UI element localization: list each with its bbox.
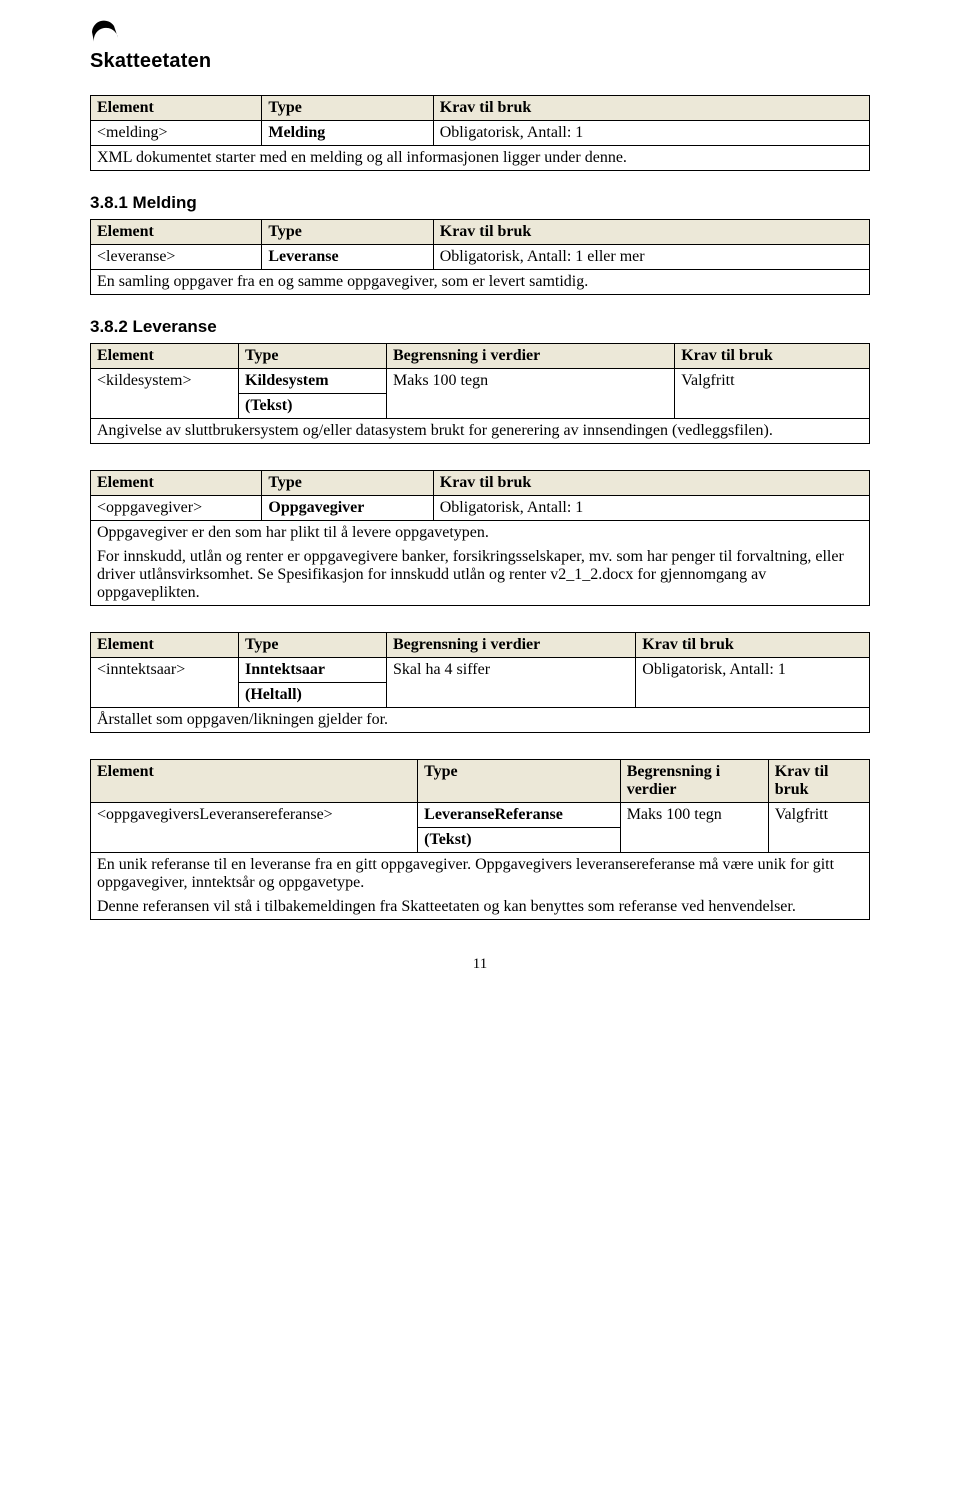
- table-row: <inntektsaar> Inntektsaar Skal ha 4 siff…: [91, 658, 870, 683]
- col-element: Element: [91, 220, 262, 245]
- col-begrensning: Begrensning i verdier: [387, 633, 636, 658]
- table-leveransereferanse: Element Type Begrensning i verdier Krav …: [90, 759, 870, 920]
- col-type: Type: [239, 633, 387, 658]
- col-type: Type: [239, 344, 387, 369]
- brand-name: Skatteetaten: [90, 50, 870, 73]
- table-header-row: Element Type Krav til bruk: [91, 96, 870, 121]
- col-type: Type: [418, 760, 621, 803]
- cell-krav: Obligatorisk, Antall: 1: [636, 658, 870, 708]
- brand-mark-icon: [90, 20, 118, 48]
- cell-type: Inntektsaar: [239, 658, 387, 683]
- col-krav: Krav til bruk: [433, 96, 869, 121]
- table-header-row: Element Type Begrensning i verdier Krav …: [91, 633, 870, 658]
- section-title: Melding: [133, 193, 197, 212]
- table-kildesystem: Element Type Begrensning i verdier Krav …: [90, 343, 870, 444]
- table-leveranse: Element Type Krav til bruk <leveranse> L…: [90, 219, 870, 295]
- table-row: <oppgavegiver> Oppgavegiver Obligatorisk…: [91, 496, 870, 521]
- cell-element: <inntektsaar>: [91, 658, 239, 708]
- col-begrensning: Begrensning i verdier: [387, 344, 675, 369]
- table-header-row: Element Type Krav til bruk: [91, 471, 870, 496]
- col-element: Element: [91, 96, 262, 121]
- table-desc-row: Årstallet som oppgaven/likningen gjelder…: [91, 708, 870, 733]
- col-krav: Krav til bruk: [768, 760, 869, 803]
- table-row: <kildesystem> Kildesystem Maks 100 tegn …: [91, 369, 870, 394]
- cell-krav: Valgfritt: [768, 803, 869, 853]
- cell-begrensning: Maks 100 tegn: [620, 803, 768, 853]
- cell-desc: En samling oppgaver fra en og samme oppg…: [91, 270, 870, 295]
- cell-element: <kildesystem>: [91, 369, 239, 419]
- table-desc-row: Oppgavegiver er den som har plikt til å …: [91, 521, 870, 606]
- cell-element: <leveranse>: [91, 245, 262, 270]
- table-row: <melding> Melding Obligatorisk, Antall: …: [91, 121, 870, 146]
- section-heading-leveranse: 3.8.2 Leveranse: [90, 317, 870, 337]
- page-number: 11: [90, 956, 870, 973]
- section-heading-melding: 3.8.1 Melding: [90, 193, 870, 213]
- cell-type: LeveranseReferanse: [418, 803, 621, 828]
- col-type: Type: [262, 220, 433, 245]
- cell-desc: En unik referanse til en leveranse fra e…: [91, 853, 870, 920]
- cell-begrensning: Maks 100 tegn: [387, 369, 675, 419]
- cell-type: Melding: [262, 121, 433, 146]
- table-desc-row: XML dokumentet starter med en melding og…: [91, 146, 870, 171]
- cell-desc: XML dokumentet starter med en melding og…: [91, 146, 870, 171]
- col-type: Type: [262, 471, 433, 496]
- cell-type-sub: (Tekst): [239, 394, 387, 419]
- cell-krav: Obligatorisk, Antall: 1 eller mer: [433, 245, 869, 270]
- table-desc-row: Angivelse av sluttbrukersystem og/eller …: [91, 419, 870, 444]
- document-page: Skatteetaten Element Type Krav til bruk …: [0, 0, 960, 1013]
- table-desc-row: En samling oppgaver fra en og samme oppg…: [91, 270, 870, 295]
- table-row: <oppgavegiversLeveransereferanse> Levera…: [91, 803, 870, 828]
- col-element: Element: [91, 344, 239, 369]
- col-type: Type: [262, 96, 433, 121]
- desc-line-2: For innskudd, utlån og renter er oppgave…: [97, 548, 863, 602]
- col-element: Element: [91, 471, 262, 496]
- cell-type: Kildesystem: [239, 369, 387, 394]
- table-melding-root: Element Type Krav til bruk <melding> Mel…: [90, 95, 870, 171]
- col-element: Element: [91, 760, 418, 803]
- col-element: Element: [91, 633, 239, 658]
- desc-line-2: Denne referansen vil stå i tilbakemeldin…: [97, 898, 863, 916]
- section-number: 3.8.1: [90, 193, 128, 212]
- table-oppgavegiver: Element Type Krav til bruk <oppgavegiver…: [90, 470, 870, 606]
- cell-desc: Angivelse av sluttbrukersystem og/eller …: [91, 419, 870, 444]
- cell-begrensning: Skal ha 4 siffer: [387, 658, 636, 708]
- cell-krav: Obligatorisk, Antall: 1: [433, 121, 869, 146]
- cell-krav: Obligatorisk, Antall: 1: [433, 496, 869, 521]
- table-row: <leveranse> Leveranse Obligatorisk, Anta…: [91, 245, 870, 270]
- col-begrensning: Begrensning i verdier: [620, 760, 768, 803]
- brand-logo: Skatteetaten: [90, 20, 870, 73]
- cell-desc: Oppgavegiver er den som har plikt til å …: [91, 521, 870, 606]
- desc-line-1: En unik referanse til en leveranse fra e…: [97, 856, 863, 892]
- table-inntektsaar: Element Type Begrensning i verdier Krav …: [90, 632, 870, 733]
- section-number: 3.8.2: [90, 317, 128, 336]
- col-krav: Krav til bruk: [636, 633, 870, 658]
- cell-type: Oppgavegiver: [262, 496, 433, 521]
- table-header-row: Element Type Begrensning i verdier Krav …: [91, 344, 870, 369]
- table-header-row: Element Type Begrensning i verdier Krav …: [91, 760, 870, 803]
- cell-type-sub: (Heltall): [239, 683, 387, 708]
- col-krav: Krav til bruk: [433, 471, 869, 496]
- table-header-row: Element Type Krav til bruk: [91, 220, 870, 245]
- cell-element: <oppgavegiversLeveransereferanse>: [91, 803, 418, 853]
- cell-type-sub: (Tekst): [418, 828, 621, 853]
- table-desc-row: En unik referanse til en leveranse fra e…: [91, 853, 870, 920]
- cell-element: <melding>: [91, 121, 262, 146]
- section-title: Leveranse: [133, 317, 217, 336]
- cell-krav: Valgfritt: [675, 369, 870, 419]
- cell-element: <oppgavegiver>: [91, 496, 262, 521]
- col-krav: Krav til bruk: [675, 344, 870, 369]
- col-krav: Krav til bruk: [433, 220, 869, 245]
- cell-type: Leveranse: [262, 245, 433, 270]
- cell-desc: Årstallet som oppgaven/likningen gjelder…: [91, 708, 870, 733]
- desc-line-1: Oppgavegiver er den som har plikt til å …: [97, 524, 863, 542]
